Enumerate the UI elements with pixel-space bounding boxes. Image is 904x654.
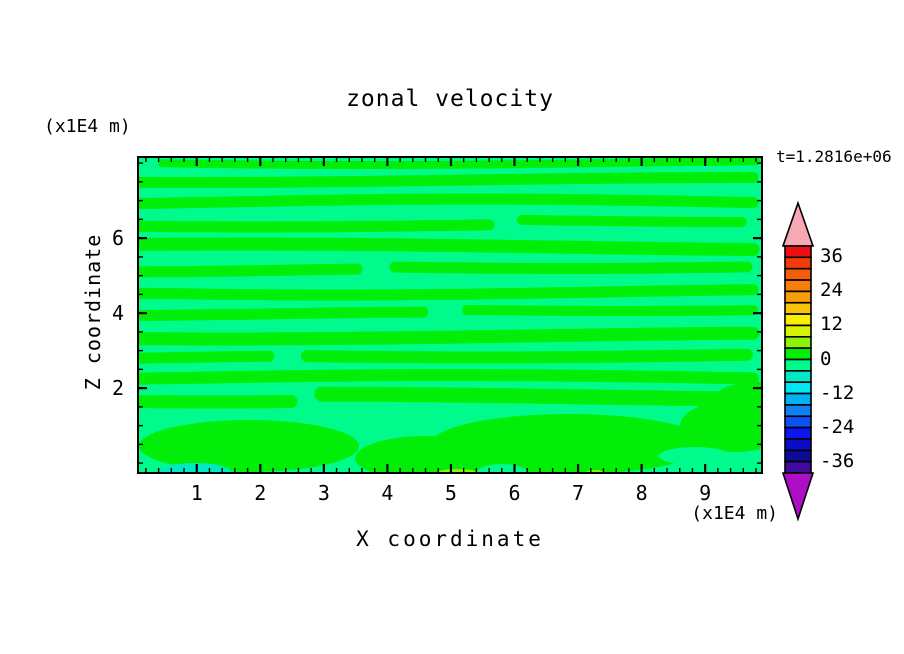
colorbar-segment xyxy=(784,245,812,259)
x-axis-unit-label: (x1E4 m) xyxy=(691,503,778,524)
colorbar-tick-label: 36 xyxy=(820,245,843,268)
contour-blob xyxy=(659,447,731,465)
x-tick-label: 2 xyxy=(254,481,267,505)
contour-stripe xyxy=(137,193,759,209)
contour-stripe xyxy=(137,350,275,364)
colorbar-segment xyxy=(784,347,812,361)
colorbar-segment xyxy=(784,449,812,463)
contour-stripe xyxy=(314,386,726,407)
contour-stripe xyxy=(389,261,753,274)
y-axis-unit-label: (x1E4 m) xyxy=(44,116,131,137)
colorbar-segment xyxy=(784,426,812,440)
x-tick-label: 9 xyxy=(699,481,712,505)
contour-stripe xyxy=(137,306,429,322)
contour-blob xyxy=(139,420,359,472)
contour-stripe xyxy=(517,214,747,227)
colorbar-segment xyxy=(784,460,812,474)
y-tick-label: 2 xyxy=(111,376,124,401)
colorbar-over-arrow xyxy=(781,200,815,247)
colorbar-tick-label: -12 xyxy=(820,381,855,404)
x-tick-label: 1 xyxy=(190,481,203,505)
x-tick-label: 3 xyxy=(317,481,330,505)
x-tick-label: 5 xyxy=(444,481,457,505)
colorbar-segment xyxy=(784,370,812,384)
contour-stripe xyxy=(462,305,758,316)
contour-stripe xyxy=(137,263,363,278)
y-tick-label: 4 xyxy=(111,301,124,326)
contour-blob xyxy=(717,382,763,410)
colorbar-tick-label: 24 xyxy=(820,279,843,302)
colorbar-segment xyxy=(784,392,812,406)
x-tick-label: 8 xyxy=(635,481,648,505)
contour-blob xyxy=(159,463,231,474)
contour-blob xyxy=(431,414,707,474)
colorbar-segment xyxy=(784,290,812,304)
colorbar xyxy=(781,200,815,522)
contour-stripe xyxy=(137,219,495,233)
colorbar-segment xyxy=(784,415,812,429)
time-annotation: t=1.2816e+06 xyxy=(776,147,892,166)
colorbar-segment xyxy=(784,336,812,349)
colorbar-segment xyxy=(784,301,812,315)
plot-title: zonal velocity xyxy=(346,86,554,112)
colorbar-segment xyxy=(784,279,812,293)
contour-stripe xyxy=(301,348,753,364)
y-tick-label: 6 xyxy=(111,226,124,251)
colorbar-segment xyxy=(784,256,812,270)
colorbar-tick-label: 12 xyxy=(820,313,843,336)
x-tick-label: 6 xyxy=(508,481,521,505)
colorbar-segment xyxy=(784,358,812,372)
contour-stripe xyxy=(137,369,759,385)
contour-field xyxy=(137,156,763,474)
colorbar-segment xyxy=(784,324,812,338)
contour-stripe xyxy=(137,284,759,301)
colorbar-tick-label: -24 xyxy=(820,415,855,438)
colorbar-segment xyxy=(784,267,812,281)
contour-stripe xyxy=(137,326,760,346)
contour-plot xyxy=(137,156,763,474)
colorbar-segment xyxy=(784,438,812,452)
x-tick-label: 7 xyxy=(572,481,585,505)
colorbar-segment xyxy=(784,404,812,418)
colorbar-tick-label: 0 xyxy=(820,347,832,370)
colorbar-segment xyxy=(784,313,812,327)
x-axis-title: X coordinate xyxy=(356,527,544,551)
plot-frame xyxy=(137,156,763,474)
colorbar-under-arrow xyxy=(781,472,815,522)
x-tick-label: 4 xyxy=(381,481,394,505)
contour-blob xyxy=(680,400,763,452)
colorbar-segment xyxy=(784,381,812,395)
colorbar-tick-label: -36 xyxy=(820,449,855,472)
contour-stripe xyxy=(137,237,760,256)
contour-stripe xyxy=(137,172,759,188)
